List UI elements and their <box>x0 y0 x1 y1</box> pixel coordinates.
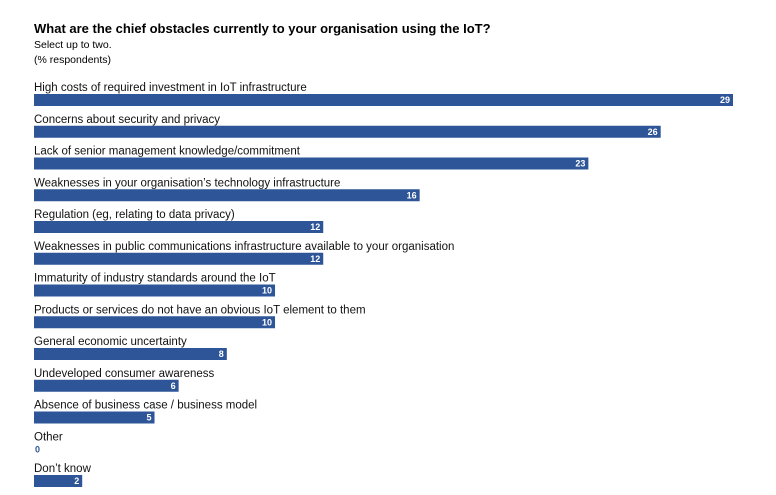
bar-value-label: 10 <box>262 286 272 296</box>
bar <box>34 475 83 487</box>
bar-value-label: 10 <box>262 317 272 327</box>
bar-value-label: 5 <box>147 413 152 423</box>
bar-value-label: 16 <box>407 190 417 200</box>
bar <box>34 189 420 202</box>
bar-label: Weaknesses in your organisation’s techno… <box>34 177 340 189</box>
bar <box>34 125 661 138</box>
bar-value-label: 12 <box>310 222 320 232</box>
bar-value-label: 23 <box>575 159 585 169</box>
bar <box>34 157 589 170</box>
bar-value-label: 2 <box>74 476 79 486</box>
bar-value-label: 29 <box>720 95 730 105</box>
bar-label: Regulation (eg, relating to data privacy… <box>34 209 235 221</box>
bar-value-label: 0 <box>35 444 40 454</box>
bar <box>34 316 276 329</box>
bar-label: Products or services do not have an obvi… <box>34 304 366 316</box>
bar <box>34 284 276 297</box>
bar-label: Other <box>34 431 63 443</box>
bar-label: Weaknesses in public communications infr… <box>34 241 454 253</box>
bar-label: Absence of business case / business mode… <box>34 400 257 412</box>
chart-title: What are the chief obstacles currently t… <box>34 21 491 36</box>
chart-subtitle: Select up to two. <box>34 39 112 51</box>
bar <box>34 411 155 424</box>
bar <box>34 379 179 392</box>
chart-unit-note: (% respondents) <box>34 54 112 66</box>
bar-label: High costs of required investment in IoT… <box>34 82 307 94</box>
bar-value-label: 12 <box>310 254 320 264</box>
bar-label: Concerns about security and privacy <box>34 114 220 126</box>
bar <box>34 221 324 233</box>
bar-label: Immaturity of industry standards around … <box>34 273 276 285</box>
bar-label: Don’t know <box>34 463 92 475</box>
bar <box>34 94 733 106</box>
bar <box>34 348 227 360</box>
bar-label: Lack of senior management knowledge/comm… <box>34 146 301 158</box>
bar-value-label: 26 <box>648 127 658 137</box>
bar-label: General economic uncertainty <box>34 336 187 348</box>
bar <box>34 252 324 265</box>
bar-value-label: 6 <box>171 381 176 391</box>
bar-value-label: 8 <box>219 349 224 359</box>
bar-label: Undeveloped consumer awareness <box>34 368 215 380</box>
